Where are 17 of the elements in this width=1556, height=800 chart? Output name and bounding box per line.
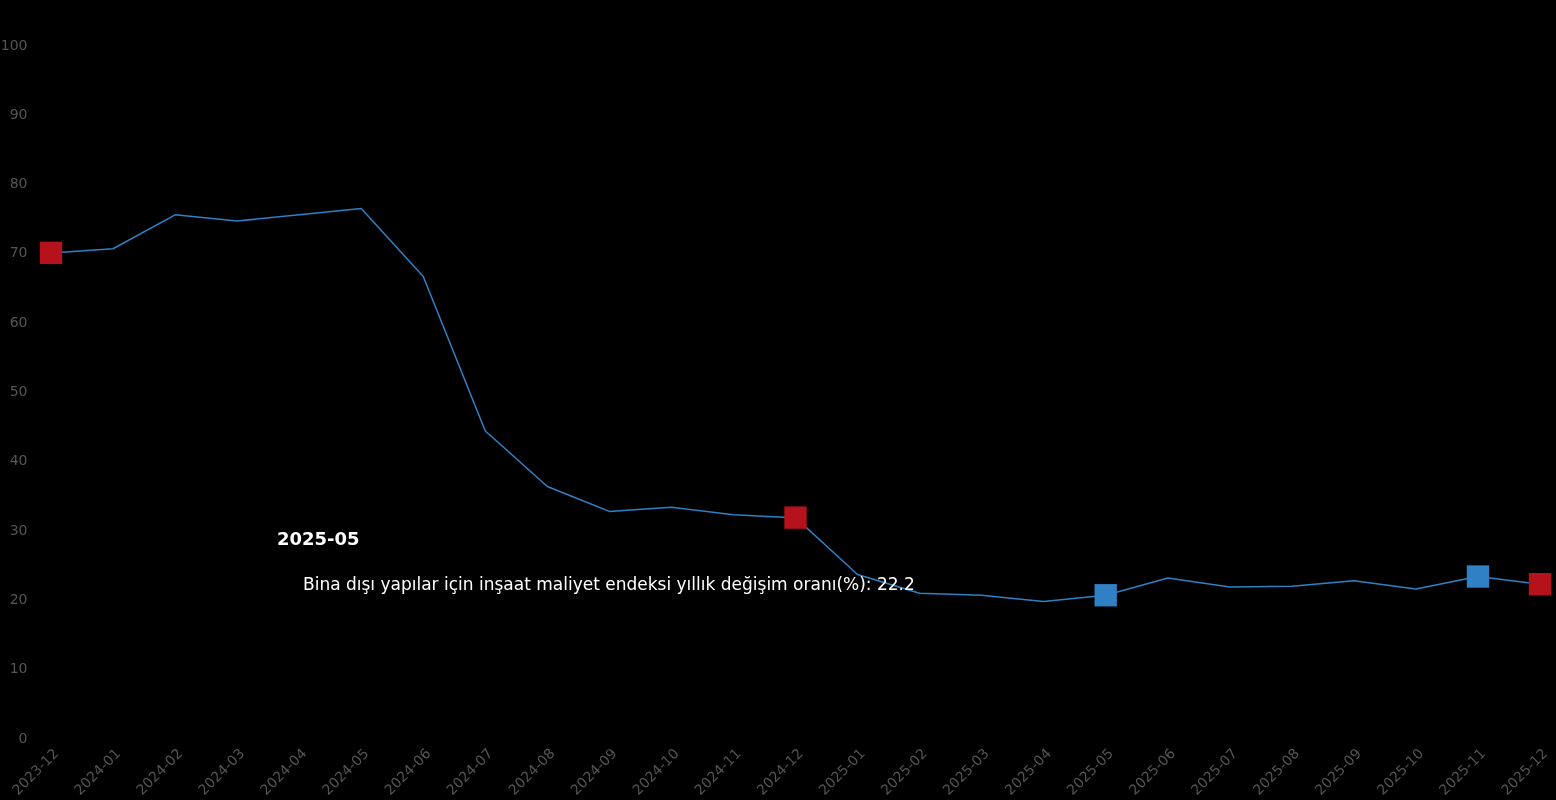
point (784, 506, 807, 529)
y-tick-label: 100 (0, 36, 28, 53)
point (1094, 584, 1117, 607)
y-tick-label: 10 (9, 660, 28, 677)
y-tick-label: 40 (9, 452, 28, 469)
y-tick-label: 20 (9, 590, 28, 607)
y-tick-label: 0 (18, 729, 28, 746)
y-tick-label: 90 (9, 105, 28, 122)
annotation: 2025-05 (277, 528, 360, 549)
point (39, 241, 63, 265)
y-tick-label: 60 (9, 313, 28, 330)
y-tick-label: 30 (9, 521, 28, 538)
y-tick-label: 50 (9, 383, 28, 399)
point (1528, 572, 1552, 596)
y-tick-label: 80 (9, 175, 28, 192)
y-tick-label: 70 (9, 244, 28, 261)
point (1466, 565, 1490, 588)
